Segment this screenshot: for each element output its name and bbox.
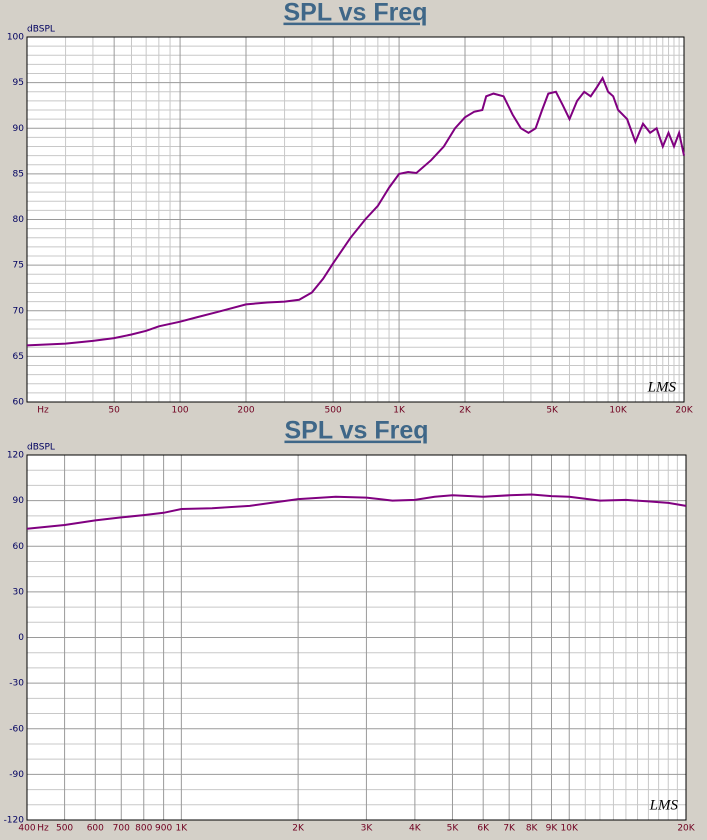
y-tick-label: 85	[13, 169, 24, 179]
y-tick-label: 60	[13, 398, 25, 408]
y-tick-label: 90	[13, 124, 25, 134]
chart-title: SPL vs Freq	[283, 0, 427, 27]
x-tick-label: 20K	[677, 824, 695, 834]
x-tick-label: 6K	[477, 824, 490, 834]
x-tick-label: 500	[325, 406, 342, 416]
x-tick-label: 900	[155, 824, 172, 834]
y-tick-label: -60	[9, 724, 24, 734]
series-line	[26, 75, 685, 347]
y-tick-label: 75	[13, 261, 24, 271]
x-tick-label: 600	[87, 824, 104, 834]
y-tick-label: 60	[13, 542, 25, 552]
y-tick-label: -30	[9, 679, 24, 689]
watermark: LMS	[649, 797, 679, 813]
x-tick-label: 4K	[409, 824, 422, 834]
x-tick-label: 50	[108, 406, 120, 416]
x-tick-label: 10K	[561, 824, 579, 834]
x-tick-label: 2K	[459, 406, 472, 416]
x-tick-label: 800	[135, 824, 152, 834]
y-tick-label: 30	[13, 587, 25, 597]
x-tick-label: 20K	[675, 406, 693, 416]
series-line	[26, 493, 687, 530]
x-tick-label: 5K	[546, 406, 559, 416]
y-tick-label: 95	[13, 78, 24, 88]
y-tick-label: -90	[9, 770, 24, 780]
y-tick-label: 80	[13, 215, 25, 225]
x-tick-label: 8K	[526, 824, 539, 834]
y-tick-label: 70	[13, 306, 25, 316]
y-tick-label: 100	[7, 33, 24, 43]
x-tick-label: 5K	[447, 824, 460, 834]
y-axis-label: dBSPL	[27, 443, 55, 453]
watermark: LMS	[647, 379, 677, 395]
y-tick-label: 0	[18, 633, 24, 643]
x-tick-label: 9K	[546, 824, 559, 834]
y-tick-label: 90	[13, 496, 25, 506]
y-tick-label: -120	[4, 816, 25, 826]
plot-frame	[26, 454, 687, 821]
x-tick-label: 100	[171, 406, 188, 416]
x-tick-label: 200	[237, 406, 254, 416]
x-tick-label: 500	[56, 824, 73, 834]
x-tick-label: 700	[113, 824, 130, 834]
x-tick-label: 3K	[361, 824, 374, 834]
x-tick-label: 1K	[176, 824, 189, 834]
y-axis-label: dBSPL	[27, 25, 55, 35]
x-tick-label: 10K	[609, 406, 627, 416]
plot-frame	[26, 36, 685, 403]
x-unit-label: Hz	[37, 824, 49, 834]
x-tick-label: 1K	[393, 406, 406, 416]
chart-title: SPL vs Freq	[284, 417, 428, 445]
x-unit-label: Hz	[37, 406, 49, 416]
y-tick-label: 120	[7, 451, 24, 461]
x-tick-label: 2K	[292, 824, 305, 834]
x-tick-label: 7K	[503, 824, 516, 834]
x-tick-label: 400	[18, 824, 35, 834]
y-tick-label: 65	[13, 352, 24, 362]
